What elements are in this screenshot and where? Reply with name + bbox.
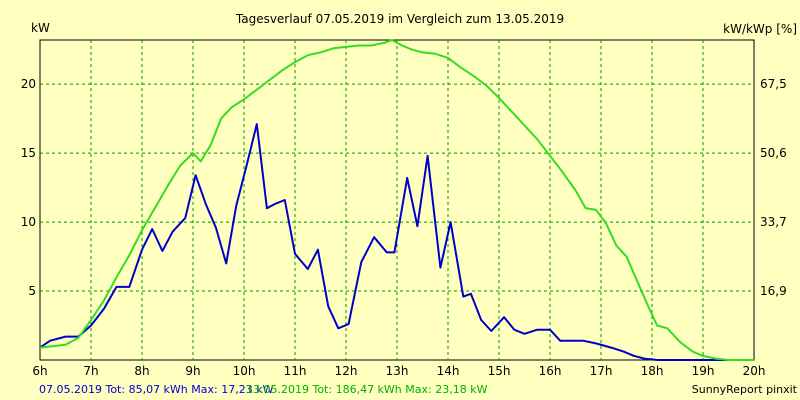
x-tick-label-7: 13h: [386, 364, 409, 378]
x-tick-label-6: 12h: [335, 364, 358, 378]
x-tick-label-14: 20h: [743, 364, 766, 378]
x-tick-label-8: 14h: [437, 364, 460, 378]
x-tick-label-2: 8h: [134, 364, 149, 378]
x-tick-label-13: 19h: [692, 364, 715, 378]
tick-labels: 6h 7h 8h 9h 10h 11h 12h 13h 14h 15h 16h 17h 18h 19h 20…: [21, 77, 787, 378]
y-tick-left-1: 10: [21, 215, 36, 229]
x-tick-label-12: 18h: [641, 364, 664, 378]
footer-stats-13-05: 13.05.2019 Tot: 186,47 kWh Max: 23,18 kW: [246, 383, 488, 396]
y-tick-left-0: 5: [28, 284, 36, 298]
x-tick-label-4: 10h: [233, 364, 256, 378]
y-tick-right-0: 16,9: [760, 284, 787, 298]
grid: [40, 40, 754, 360]
x-tick-label-10: 16h: [539, 364, 562, 378]
series-line-0: [39, 123, 754, 361]
footer-credit: SunnyReport pinxit: [692, 383, 798, 396]
x-tick-label-0: 6h: [32, 364, 47, 378]
y-tick-right-3: 67,5: [760, 77, 787, 91]
y-axis-right-label: kW/kWp [%]: [723, 22, 797, 36]
y-tick-right-2: 50,6: [760, 146, 787, 160]
y-tick-left-2: 15: [21, 146, 36, 160]
y-axis-left-label: kW: [31, 21, 50, 35]
series-line-1: [39, 39, 754, 361]
x-tick-label-3: 9h: [185, 364, 200, 378]
y-tick-left-3: 20: [21, 77, 36, 91]
x-tick-label-1: 7h: [83, 364, 98, 378]
x-tick-label-5: 11h: [284, 364, 307, 378]
x-tick-label-11: 17h: [590, 364, 613, 378]
series-lines: [39, 39, 754, 361]
footer-stats-07-05: 07.05.2019 Tot: 85,07 kWh Max: 17,23 kW: [39, 383, 274, 396]
y-tick-right-1: 33,7: [760, 215, 787, 229]
x-tick-label-9: 15h: [488, 364, 511, 378]
chart-title: Tagesverlauf 07.05.2019 im Vergleich zum…: [235, 12, 564, 26]
